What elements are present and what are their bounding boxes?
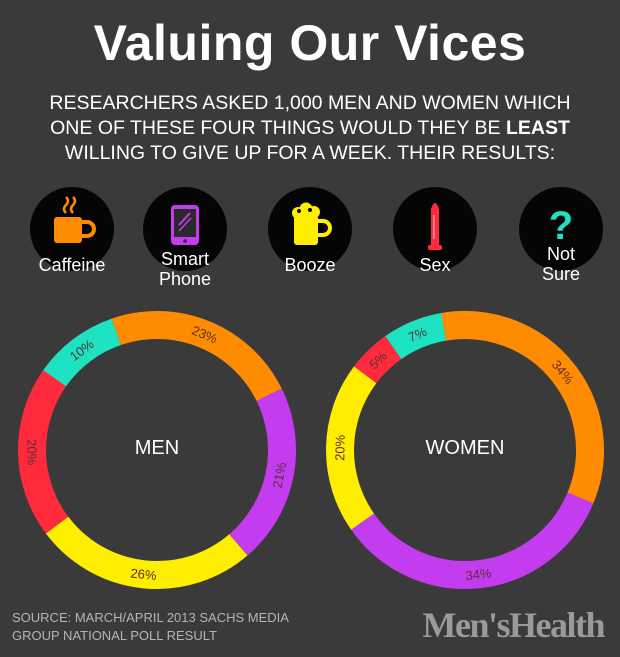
donut-chart-women: 20%5%7%34%34%WOMEN xyxy=(326,311,604,589)
legend-item-sex: Sex xyxy=(380,187,490,275)
legend-item-caffeine: Caffeine xyxy=(17,187,127,275)
donut-segment-not-sure xyxy=(43,318,122,387)
donut-segment-caffeine xyxy=(441,311,604,504)
legend-label: Sex xyxy=(419,255,451,275)
legend-item-smart-phone: Smart Phone xyxy=(130,187,240,289)
subtitle-emphasis: LEAST xyxy=(505,117,570,139)
donut-center-label: WOMEN xyxy=(426,437,505,459)
donut-chart-men: 20%10%23%21%26%MEN xyxy=(18,311,296,589)
legend-label-line-1: Smart xyxy=(160,249,209,269)
question-mark-icon: ? xyxy=(549,204,573,248)
legend-label: Booze xyxy=(284,255,336,275)
legend-item-not-sure: ? Not Sure xyxy=(506,187,616,284)
donut-segment-sex xyxy=(18,370,69,534)
subtitle-text-end: WILLING TO GIVE UP FOR A WEEK. THEIR RES… xyxy=(64,142,556,164)
beer-mug-icon xyxy=(292,202,332,245)
page-title: Valuing Our Vices xyxy=(93,15,527,71)
segment-value-label: 34% xyxy=(465,565,493,583)
legend-label-line-2: Sure xyxy=(541,264,581,284)
donut-segment-smart-phone xyxy=(228,388,296,556)
legend-icon-circle xyxy=(30,187,114,271)
condom-icon xyxy=(428,203,442,250)
legend-icon-circle xyxy=(143,187,227,271)
subtitle-text: RESEARCHERS ASKED 1,000 MEN AND WOMEN WH… xyxy=(49,92,571,139)
segment-value-label: 7% xyxy=(406,324,429,345)
legend-item-booze: Booze xyxy=(255,187,365,275)
donut-segment-not-sure xyxy=(385,313,447,360)
donut-center-label: MEN xyxy=(135,437,179,459)
donut-segment-smart-phone xyxy=(351,492,594,589)
segment-value-label: 26% xyxy=(130,565,158,583)
donut-segment-caffeine xyxy=(111,311,282,402)
subtitle: RESEARCHERS ASKED 1,000 MEN AND WOMEN WH… xyxy=(30,91,590,166)
legend-label-line-2: Phone xyxy=(158,269,212,289)
segment-value-label: 21% xyxy=(269,460,289,489)
source-note: SOURCE: MARCH/APRIL 2013 SACHS MEDIA GRO… xyxy=(12,610,289,643)
donut-segment-booze xyxy=(326,366,377,530)
svg-text:?: ? xyxy=(549,204,573,248)
legend-icon-circle xyxy=(393,187,477,271)
segment-value-label: 20% xyxy=(24,439,39,466)
mens-health-logo: Men'sHealth xyxy=(422,605,606,645)
donut-segment-sex xyxy=(353,336,402,384)
legend-icon-circle: ? xyxy=(519,187,603,271)
donut-segment-booze xyxy=(45,516,248,589)
legend-label: Caffeine xyxy=(38,255,106,275)
coffee-cup-icon xyxy=(54,196,96,243)
smartphone-icon xyxy=(171,205,199,245)
segment-value-label: 20% xyxy=(332,434,347,461)
legend-label-line-1: Not xyxy=(546,244,575,264)
legend-icon-circle xyxy=(268,187,352,271)
